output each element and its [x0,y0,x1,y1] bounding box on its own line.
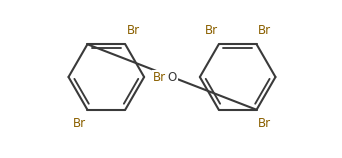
Text: Br: Br [258,117,271,130]
Text: Br: Br [73,117,86,130]
Text: Br: Br [258,24,271,37]
Text: Br: Br [205,24,218,37]
Text: O: O [167,70,176,84]
Text: Br: Br [153,70,166,84]
Text: Br: Br [127,24,140,37]
